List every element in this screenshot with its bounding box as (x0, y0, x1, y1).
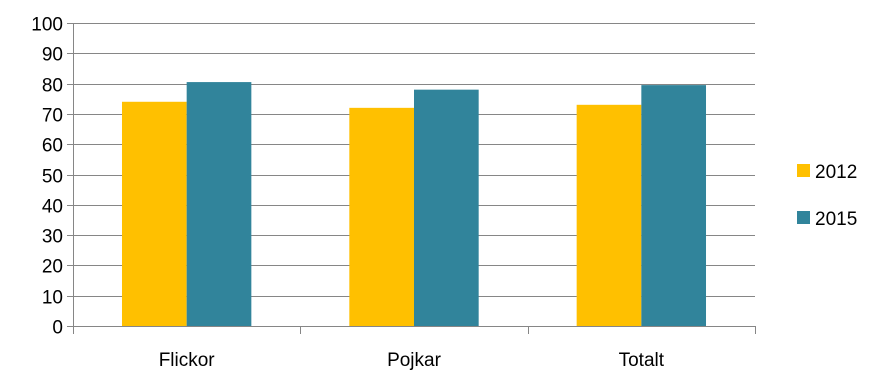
y-tick-label: 80 (42, 76, 63, 97)
bars (121, 82, 707, 327)
y-tick-label: 30 (42, 227, 63, 248)
legend-label-2012: 2012 (815, 162, 857, 183)
bar-2015-Pojkar (414, 89, 479, 326)
y-tick-label: 90 (42, 45, 63, 66)
y-tick-label: 20 (42, 257, 63, 278)
bar-2015-Flickor (186, 82, 252, 327)
y-tick-label: 70 (42, 106, 63, 127)
bar-2012-Flickor (121, 101, 187, 326)
legend-swatch-2012 (797, 164, 810, 177)
y-tick-label: 60 (42, 136, 63, 157)
y-tick-labels: 0 10 20 30 40 50 60 70 80 90 100 (31, 15, 63, 339)
bar-2012-Pojkar (349, 107, 414, 326)
legend-label-2015: 2015 (815, 209, 857, 230)
y-tick-label: 100 (31, 15, 63, 36)
legend: 2012 2015 (797, 162, 857, 230)
axes (67, 23, 756, 334)
y-tick-label: 40 (42, 197, 63, 218)
bar-2015-Totalt (641, 85, 707, 327)
y-tick-label: 50 (42, 167, 63, 188)
category-label: Pojkar (387, 350, 442, 371)
y-tick-label: 0 (52, 318, 63, 339)
category-label: Totalt (619, 350, 665, 371)
legend-swatch-2015 (797, 211, 810, 224)
category-label: Flickor (159, 350, 216, 371)
y-tick-label: 10 (42, 288, 63, 309)
bar-2012-Totalt (576, 104, 642, 326)
category-labels: Flickor Pojkar Totalt (159, 350, 665, 371)
